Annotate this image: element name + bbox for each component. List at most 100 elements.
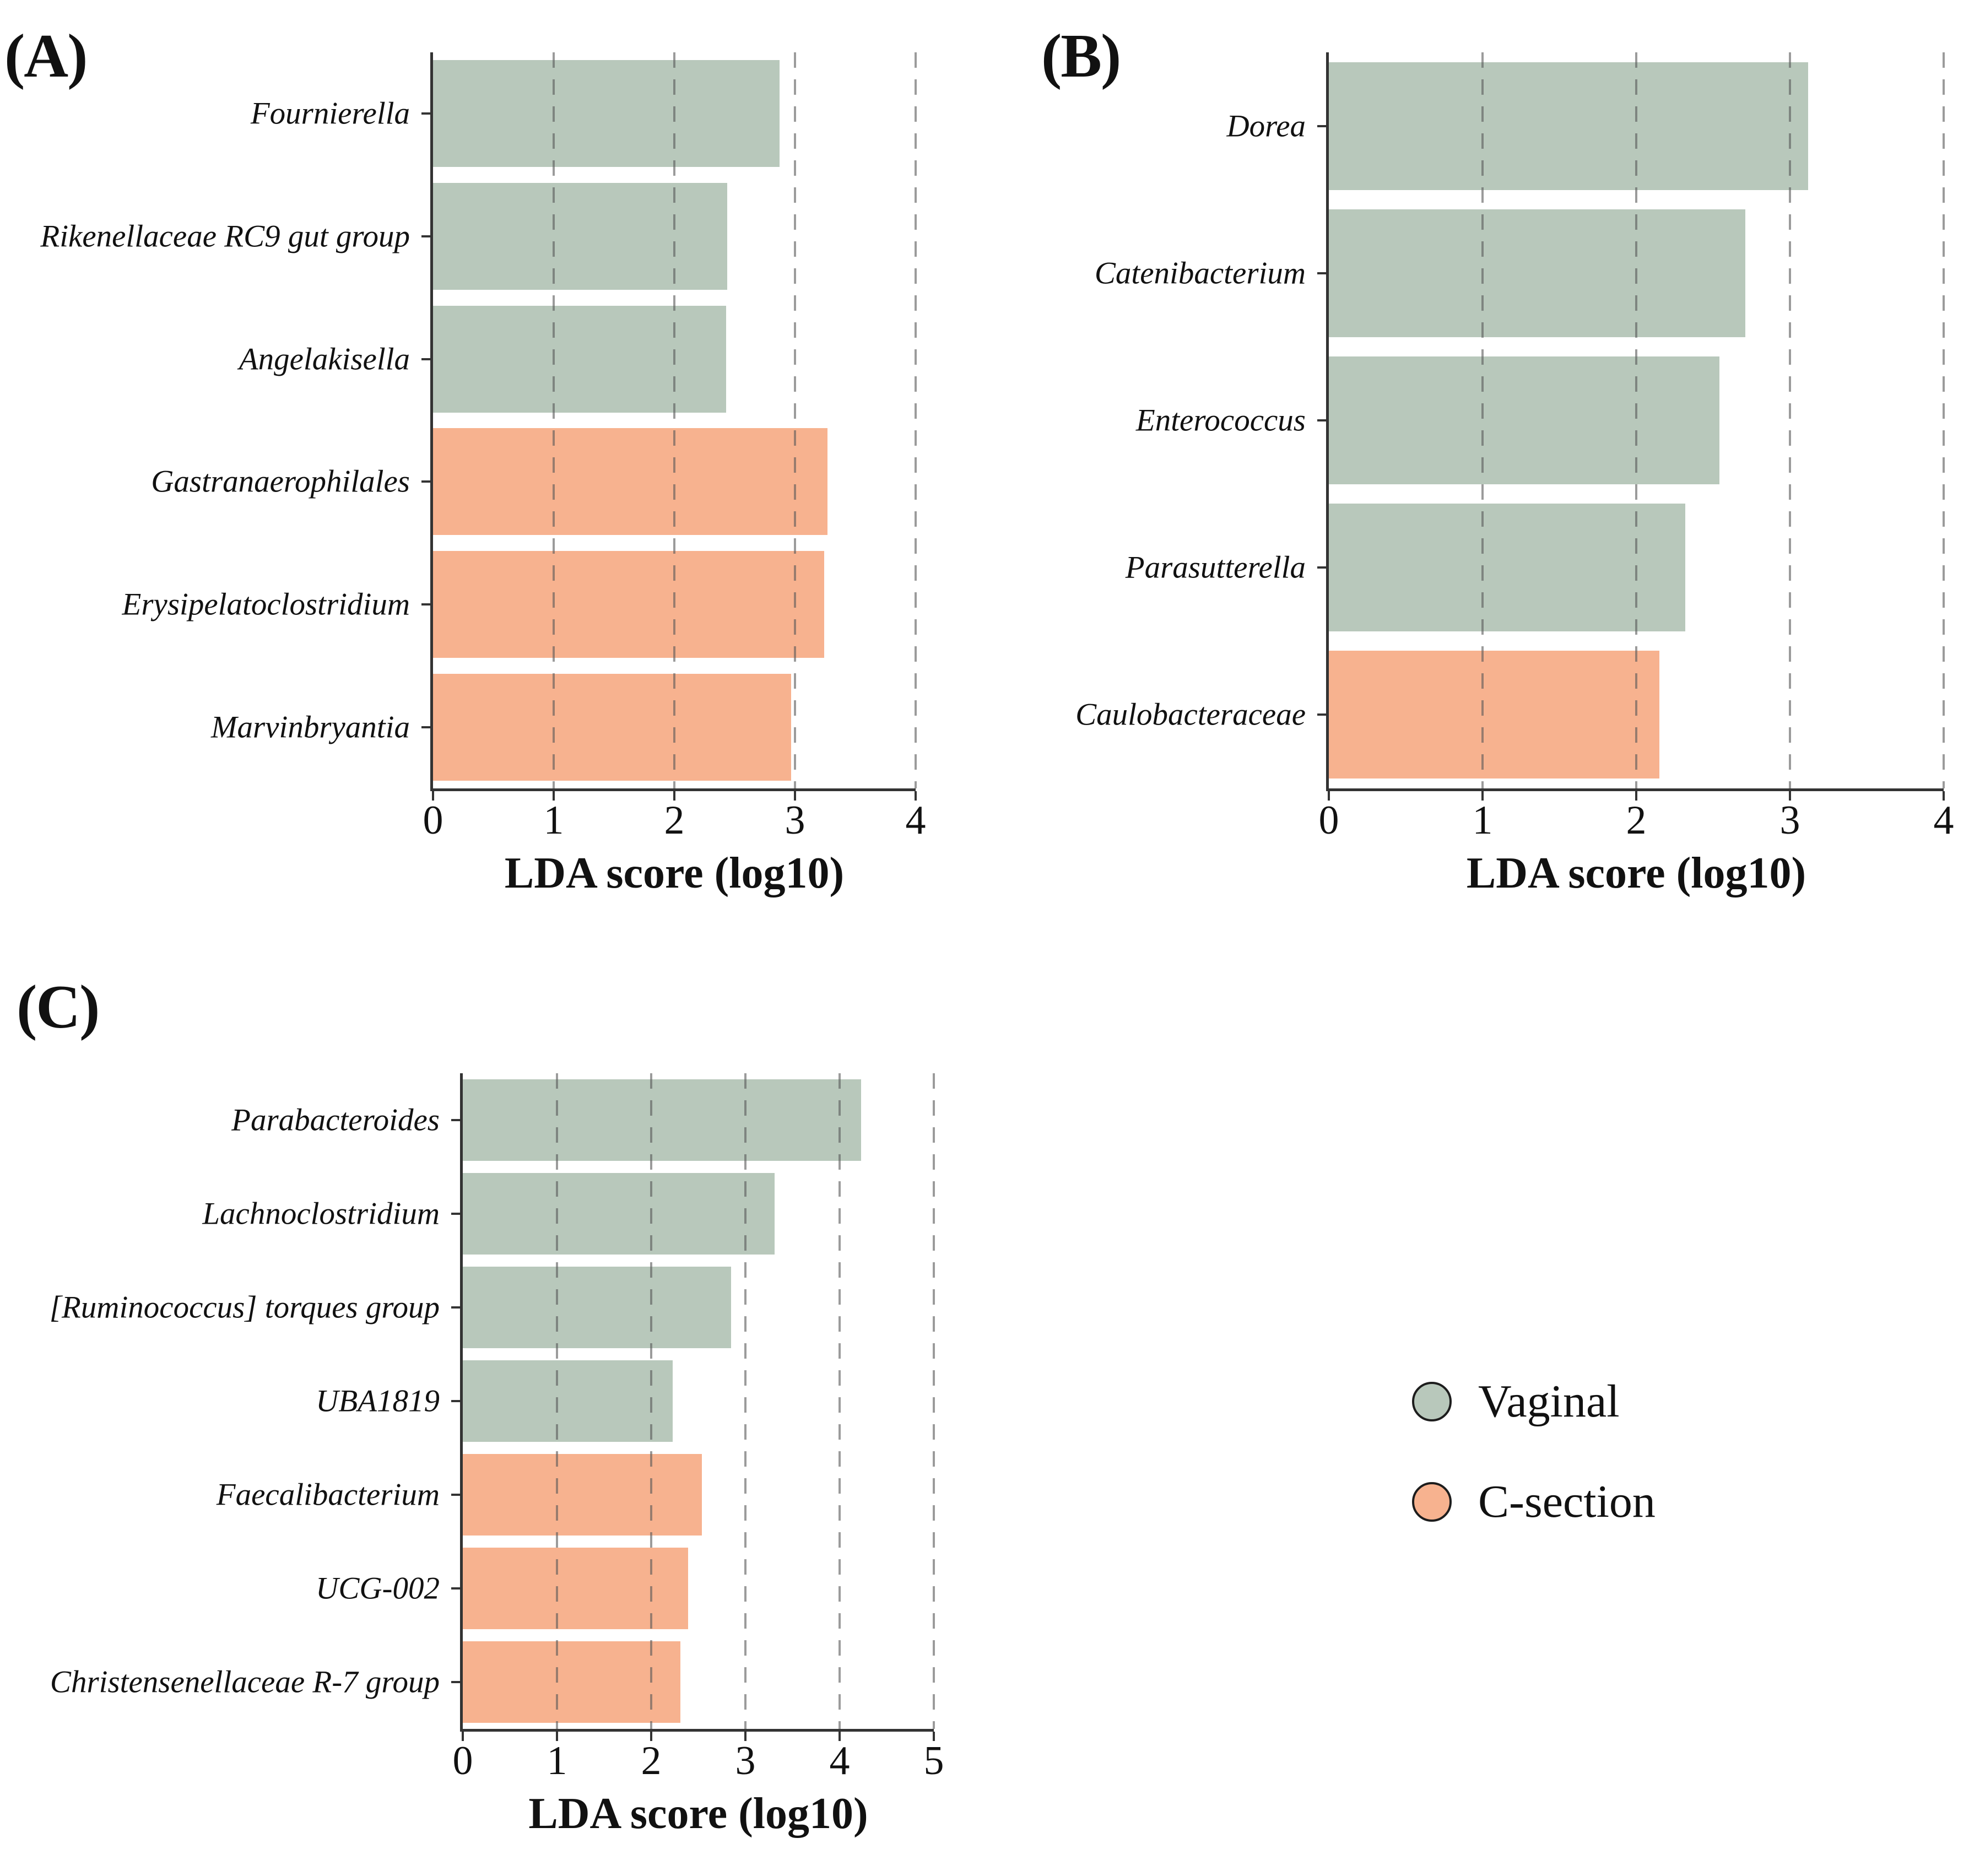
lda-bar-csection <box>433 428 828 536</box>
gridline-1 <box>1481 52 1484 788</box>
lda-bar-csection <box>463 1454 702 1536</box>
taxon-label: [Ruminococcus] torques group <box>49 1290 440 1325</box>
taxon-label: Erysipelatoclostridium <box>122 587 410 622</box>
gridline-3 <box>1789 52 1791 788</box>
y-axis-line <box>460 1073 463 1732</box>
plot-area-a: Fournierella Rikenellaceae RC9 gut group A… <box>40 52 926 898</box>
taxon-label: UCG-002 <box>316 1571 440 1606</box>
x-tick-mark <box>553 791 555 801</box>
x-tick-mark <box>915 791 917 801</box>
category-tick <box>421 358 431 360</box>
lda-bar-vaginal <box>433 60 780 167</box>
category-tick <box>451 1400 461 1402</box>
gridline-2 <box>1635 52 1637 788</box>
category-tick <box>451 1119 461 1121</box>
bar-row-marvinbryantia: Marvinbryantia <box>211 666 916 788</box>
category-tick <box>421 480 431 483</box>
category-tick <box>421 726 431 728</box>
lda-bar-csection <box>433 550 824 658</box>
y-axis-line <box>1326 52 1329 791</box>
x-tick-label: 0 <box>423 798 443 843</box>
x-tick-mark <box>462 1732 464 1741</box>
x-tick-label: 5 <box>923 1738 944 1783</box>
bar-row-dorea: Dorea <box>1226 52 1944 199</box>
y-axis-line <box>430 52 433 791</box>
lda-bar-vaginal <box>463 1173 775 1255</box>
lda-bar-vaginal <box>463 1360 673 1442</box>
x-tick-label: 3 <box>1779 798 1800 843</box>
x-axis-line <box>460 1729 934 1732</box>
x-tick-label: 0 <box>452 1738 473 1783</box>
category-tick <box>421 603 431 605</box>
category-tick <box>1317 713 1327 716</box>
panel-letter-b: (B) <box>1041 22 1121 90</box>
gridline-2 <box>673 52 675 788</box>
x-axis-title: LDA score (log10) <box>528 1790 868 1838</box>
gridline-4 <box>839 1073 841 1729</box>
csection-swatch-icon <box>1412 1482 1452 1522</box>
x-axis-line <box>1326 788 1944 791</box>
legend: Vaginal C-section <box>1412 1378 1656 1525</box>
x-tick-mark <box>556 1732 558 1741</box>
bar-row-christensenellaceae-r-7-group: Christensenellaceae R-7 group <box>50 1635 934 1729</box>
category-tick <box>451 1587 461 1590</box>
lda-bar-vaginal <box>1329 62 1809 190</box>
taxon-label: Dorea <box>1226 109 1306 144</box>
x-tick-label: 4 <box>1933 798 1954 843</box>
gridline-1 <box>553 52 555 788</box>
taxon-label: Parasutterella <box>1125 550 1306 585</box>
bar-row-parabacteroides: Parabacteroides <box>231 1073 934 1167</box>
x-tick-label: 2 <box>664 798 685 843</box>
legend-label: C-section <box>1478 1476 1656 1527</box>
x-tick-mark <box>744 1732 747 1741</box>
gridline-5 <box>933 1073 935 1729</box>
panel-letter-a: (A) <box>4 22 88 90</box>
taxon-label: Enterococcus <box>1135 403 1306 438</box>
lda-bar-vaginal <box>463 1267 732 1348</box>
bar-row-lachnoclostridium: Lachnoclostridium <box>202 1167 934 1261</box>
taxon-label: Faecalibacterium <box>216 1477 440 1512</box>
panel-letter-c: (C) <box>17 973 100 1041</box>
taxon-label: Lachnoclostridium <box>202 1196 440 1231</box>
category-tick <box>451 1494 461 1496</box>
x-tick-label: 4 <box>829 1738 850 1783</box>
category-tick <box>421 235 431 237</box>
category-tick <box>1317 566 1327 569</box>
taxon-label: Caulobacteraceae <box>1075 697 1306 732</box>
taxon-label: Angelakisella <box>239 342 410 377</box>
lda-bar-vaginal <box>433 305 727 413</box>
bar-row-gastranaerophilales: Gastranaerophilales <box>151 420 916 543</box>
gridline-4 <box>915 52 917 788</box>
bar-row-fournierella: Fournierella <box>251 52 916 175</box>
category-tick <box>1317 272 1327 274</box>
x-tick-label: 4 <box>905 798 926 843</box>
taxon-label: Christensenellaceae R-7 group <box>50 1664 440 1700</box>
taxon-label: Gastranaerophilales <box>151 464 410 499</box>
x-tick-label: 1 <box>543 798 564 843</box>
lda-bar-vaginal <box>433 182 728 290</box>
category-tick <box>451 1213 461 1215</box>
x-axis-line <box>430 788 916 791</box>
category-tick <box>451 1306 461 1309</box>
bar-row-rikenellaceae-rc9-gut-group: Rikenellaceae RC9 gut group <box>40 175 916 298</box>
x-tick-mark <box>933 1732 935 1741</box>
gridline-3 <box>794 52 796 788</box>
x-tick-label: 0 <box>1318 798 1339 843</box>
bar-row-ruminococcus-torques-group: [Ruminococcus] torques group <box>50 1261 934 1354</box>
x-tick-label: 1 <box>1472 798 1493 843</box>
x-tick-mark <box>432 791 434 801</box>
bar-row-faecalibacterium: Faecalibacterium <box>217 1448 934 1542</box>
x-tick-mark <box>794 791 796 801</box>
gridline-4 <box>1943 52 1945 788</box>
bar-row-erysipelatoclostridium: Erysipelatoclostridium <box>122 543 916 666</box>
lda-bar-vaginal <box>1329 356 1719 484</box>
x-tick-label: 3 <box>785 798 805 843</box>
legend-label: Vaginal <box>1478 1376 1620 1427</box>
vaginal-swatch-icon <box>1412 1382 1452 1421</box>
x-tick-mark <box>1943 791 1945 801</box>
x-tick-mark <box>1328 791 1330 801</box>
bar-row-parasutterella: Parasutterella <box>1126 494 1944 641</box>
x-tick-mark <box>1789 791 1791 801</box>
